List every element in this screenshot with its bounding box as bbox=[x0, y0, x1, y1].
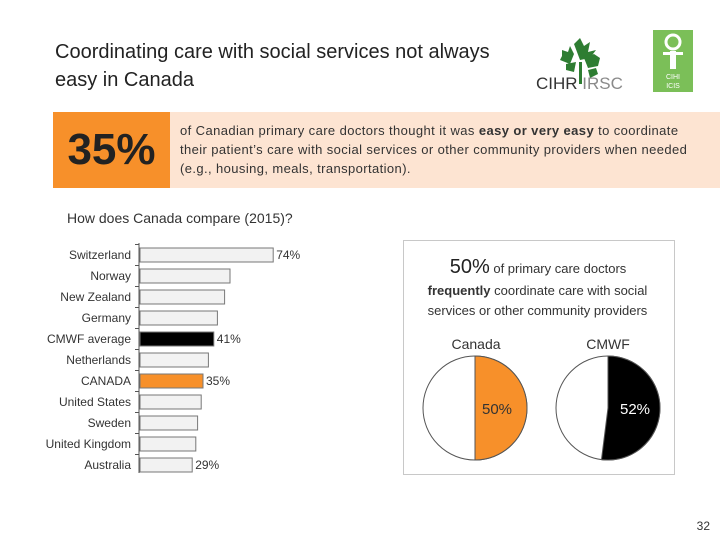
stat-rest: coordinate care with social services or … bbox=[427, 283, 648, 318]
bar-category-label: Sweden bbox=[88, 416, 131, 430]
stat-description: frequently coordinate care with social s… bbox=[410, 281, 665, 321]
bar-value-label: 35% bbox=[206, 374, 230, 388]
page-number: 32 bbox=[696, 519, 710, 533]
pie-value-label: 52% bbox=[620, 401, 650, 418]
stat-small: of primary care doctors bbox=[489, 261, 627, 276]
bar-category-label: Australia bbox=[84, 458, 131, 472]
bar-canada bbox=[139, 373, 204, 389]
banner-text-after: to coordinate their patient’s care with … bbox=[180, 123, 688, 176]
banner-text: of Canadian primary care doctors thought… bbox=[180, 121, 700, 178]
bar-category-label: New Zealand bbox=[60, 290, 131, 304]
bar-united-kingdom bbox=[139, 436, 197, 452]
bar-cmwf-average bbox=[139, 331, 215, 347]
banner-text-before: of Canadian primary care doctors thought… bbox=[180, 123, 479, 138]
bar-value-label: 29% bbox=[195, 458, 219, 472]
pie-slice-frequently bbox=[474, 355, 528, 461]
pie-chart-cmwf: 52% bbox=[555, 355, 661, 461]
irsc-label: IRSC bbox=[582, 74, 623, 93]
slide-title: Coordinating care with social services n… bbox=[55, 41, 490, 91]
stat-bold: frequently bbox=[427, 283, 491, 298]
bar-category-label: CMWF average bbox=[47, 332, 131, 346]
cihr-label: CIHR bbox=[536, 74, 578, 93]
bar-sweden bbox=[139, 415, 199, 431]
bar-category-label: Germany bbox=[82, 311, 131, 325]
stat-big: 50% bbox=[449, 256, 490, 278]
bar-category-label: United Kingdom bbox=[46, 437, 131, 451]
bar-value-label: 74% bbox=[276, 248, 300, 262]
bar-germany bbox=[139, 310, 218, 326]
bar-category-label: Netherlands bbox=[66, 353, 131, 367]
country-bar-chart: Switzerland 74% Norway New Zealand Germany CM… bbox=[46, 243, 301, 473]
bar-netherlands bbox=[139, 352, 209, 368]
pie-chart-canada: 50% bbox=[422, 355, 528, 461]
cihr-logo-text: CIHR IRSC bbox=[536, 74, 623, 94]
cihr-leaf-logo-icon bbox=[560, 38, 600, 84]
cihi-letters-bottom: ICIS bbox=[666, 83, 680, 90]
cihi-i-icon: CIHI ICIS bbox=[663, 33, 683, 90]
pie-slice-frequently bbox=[600, 355, 661, 461]
bar-switzerland bbox=[139, 247, 274, 263]
bar-category-label: Switzerland bbox=[69, 248, 131, 262]
bar-united-states bbox=[139, 394, 202, 410]
bar-category-label: CANADA bbox=[81, 374, 131, 388]
bar-category-label: United States bbox=[59, 395, 131, 409]
cihi-letters-top: CIHI bbox=[666, 74, 680, 81]
banner-text-bold: easy or very easy bbox=[478, 123, 595, 138]
bar-norway bbox=[139, 268, 231, 284]
pie-value-label: 50% bbox=[482, 401, 512, 418]
stat-line: 50% of primary care doctors bbox=[403, 256, 673, 279]
bar-category-label: Norway bbox=[90, 269, 131, 283]
bar-value-label: 41% bbox=[217, 332, 241, 346]
pie-label-canada: Canada bbox=[451, 336, 501, 352]
pie-label-cmwf: CMWF bbox=[586, 336, 630, 352]
cihi-logo: CIHI ICIS bbox=[653, 30, 693, 92]
bar-australia bbox=[139, 457, 193, 473]
banner-percent: 35% bbox=[53, 112, 170, 188]
chart-question: How does Canada compare (2015)? bbox=[67, 210, 293, 226]
bar-new-zealand bbox=[139, 289, 226, 305]
